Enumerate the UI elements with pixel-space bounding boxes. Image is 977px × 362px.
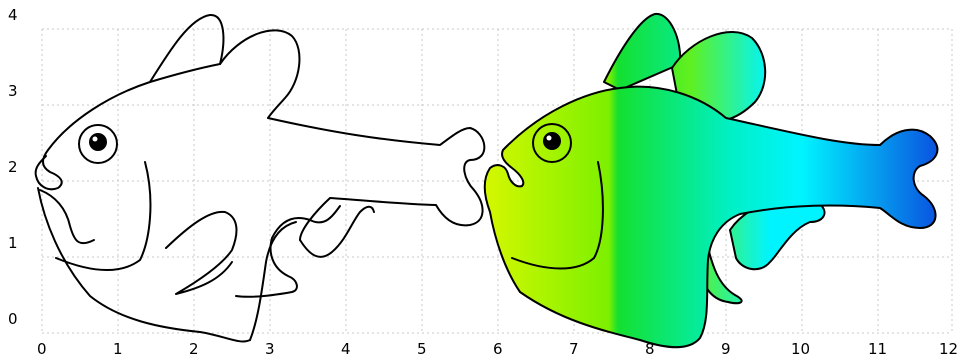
gradient-fish-gill <box>511 161 604 270</box>
gradient-fish-eye-ring <box>532 123 572 163</box>
outline-fish-eye-pupil <box>89 133 107 151</box>
x-axis-tick-labels: 0 1 2 3 4 5 6 7 8 9 10 11 12 <box>37 340 958 358</box>
x-tick-label: 12 <box>939 340 958 358</box>
y-tick-label: 0 <box>8 310 18 328</box>
x-tick-label: 7 <box>569 340 579 358</box>
outline-fish-eye-highlight <box>92 136 98 142</box>
outline-fish-gill <box>55 161 152 271</box>
outline-fish-anal-fin <box>249 205 375 341</box>
outline-fish-pectoral-fin <box>165 210 238 295</box>
outline-fish-body <box>34 63 486 343</box>
x-tick-label: 0 <box>37 340 47 358</box>
outline-fish-rear-dorsal-fin <box>219 29 301 119</box>
gradient-fish-eye-highlight <box>546 135 552 141</box>
x-tick-label: 8 <box>645 340 655 358</box>
x-tick-label: 2 <box>189 340 199 358</box>
gradient-fish-top-dorsal-fin <box>603 12 682 91</box>
x-tick-label: 11 <box>868 340 887 358</box>
y-tick-label: 1 <box>8 234 18 252</box>
outline-fish-pelvic-fin <box>235 205 341 298</box>
x-tick-label: 9 <box>721 340 731 358</box>
outline-fish-eye-ring <box>78 124 118 164</box>
outline-fish-top-dorsal-fin <box>149 13 225 83</box>
x-tick-label: 5 <box>417 340 427 358</box>
x-tick-label: 10 <box>791 340 810 358</box>
y-tick-label: 4 <box>8 6 18 24</box>
gradient-fish <box>483 12 939 349</box>
outline-fish <box>34 13 486 343</box>
y-tick-label: 2 <box>8 158 18 176</box>
gradient-fish-body <box>483 85 939 349</box>
x-tick-label: 1 <box>113 340 123 358</box>
x-tick-label: 3 <box>265 340 275 358</box>
outline-fish-mouth <box>39 189 95 245</box>
x-tick-label: 4 <box>341 340 351 358</box>
gradient-fish-eye-pupil <box>543 132 561 150</box>
y-tick-label: 3 <box>8 82 18 100</box>
y-axis-tick-labels: 0 1 2 3 4 <box>8 6 18 328</box>
x-tick-label: 6 <box>493 340 503 358</box>
